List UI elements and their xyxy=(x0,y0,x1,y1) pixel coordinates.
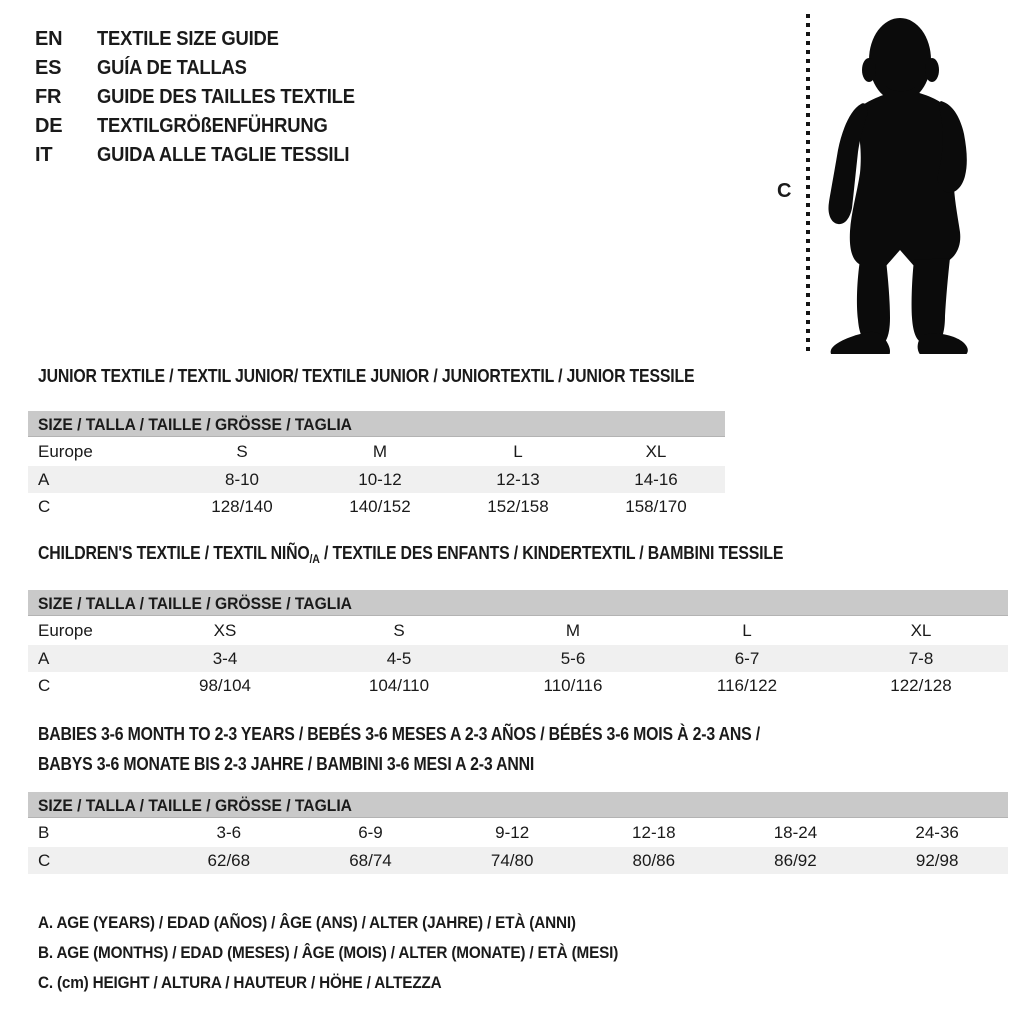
junior-size-table: SIZE / TALLA / TAILLE / GRÖSSE / TAGLIA … xyxy=(28,411,725,520)
lang-row-fr: FR GUIDE DES TAILLES TEXTILE xyxy=(35,83,377,112)
silhouette-torso xyxy=(849,86,961,266)
babies-table: B 3-6 6-9 9-12 12-18 18-24 24-36 C 62/68… xyxy=(28,818,1008,874)
children-size-table: SIZE / TALLA / TAILLE / GRÖSSE / TAGLIA … xyxy=(28,590,1008,699)
babies-section-title: BABIES 3-6 MONTH TO 2-3 YEARS / BEBÉS 3-… xyxy=(38,724,761,774)
silhouette-foot-right xyxy=(917,333,968,354)
junior-section-title: JUNIOR TEXTILE / TEXTIL JUNIOR/ TEXTILE … xyxy=(38,366,695,386)
measurement-legend: A. AGE (YEARS) / EDAD (AÑOS) / ÂGE (ANS)… xyxy=(38,908,683,998)
table-row: A 8-10 10-12 12-13 14-16 xyxy=(28,466,725,493)
silhouette-foot-left xyxy=(830,331,890,354)
lang-row-es: ES GUÍA DE TALLAS xyxy=(35,54,377,83)
size-header-bar: SIZE / TALLA / TAILLE / GRÖSSE / TAGLIA xyxy=(28,792,1008,818)
toddler-silhouette-icon xyxy=(828,18,968,354)
table-row: Europe S M L XL xyxy=(38,441,667,461)
lang-title: GUÍA DE TALLAS xyxy=(97,57,247,79)
lang-title: TEXTILE SIZE GUIDE xyxy=(97,28,279,50)
silhouette-leg-right xyxy=(911,258,950,343)
lang-title: TEXTILGRÖßENFÜHRUNG xyxy=(97,115,328,137)
table-row: B 3-6 6-9 9-12 12-18 18-24 24-36 xyxy=(38,822,959,842)
silhouette-arm-left xyxy=(828,103,868,225)
lang-title: GUIDE DES TAILLES TEXTILE xyxy=(97,86,355,108)
lang-code: ES xyxy=(35,57,62,79)
size-header-bar: SIZE / TALLA / TAILLE / GRÖSSE / TAGLIA xyxy=(28,411,725,437)
silhouette-ear-left xyxy=(862,58,876,82)
language-title-list: EN TEXTILE SIZE GUIDE ES GUÍA DE TALLAS … xyxy=(35,25,377,170)
lang-code: IT xyxy=(35,144,53,166)
junior-table: Europe S M L XL A 8-10 10-12 12-13 14-16… xyxy=(28,437,725,520)
height-measure-label: C xyxy=(777,180,792,202)
height-measure-dotted-line xyxy=(806,14,810,356)
silhouette-arm-right xyxy=(937,101,967,193)
table-row: A 3-4 4-5 5-6 6-7 7-8 xyxy=(28,645,1008,672)
lang-row-it: IT GUIDA ALLE TAGLIE TESSILI xyxy=(35,141,377,170)
lang-code: DE xyxy=(35,115,63,137)
lang-title: GUIDA ALLE TAGLIE TESSILI xyxy=(97,144,350,166)
babies-size-table: SIZE / TALLA / TAILLE / GRÖSSE / TAGLIA … xyxy=(28,792,1008,874)
silhouette-ear-right xyxy=(925,58,939,82)
table-row: C 98/104 104/110 110/116 116/122 122/128 xyxy=(38,675,952,695)
table-row: C 128/140 140/152 152/158 158/170 xyxy=(38,496,687,516)
lang-row-de: DE TEXTILGRÖßENFÜHRUNG xyxy=(35,112,377,141)
lang-code: FR xyxy=(35,86,62,108)
table-row: C 62/68 68/74 74/80 80/86 86/92 92/98 xyxy=(28,847,1008,874)
nino-a-subscript: /A xyxy=(309,552,320,566)
children-table: Europe XS S M L XL A 3-4 4-5 5-6 6-7 7-8… xyxy=(28,616,1008,699)
lang-row-en: EN TEXTILE SIZE GUIDE xyxy=(35,25,377,54)
table-row: Europe XS S M L XL xyxy=(38,620,932,640)
legend-line-b: B. AGE (MONTHS) / EDAD (MESES) / ÂGE (MO… xyxy=(38,943,619,962)
lang-code: EN xyxy=(35,28,63,50)
size-header-bar: SIZE / TALLA / TAILLE / GRÖSSE / TAGLIA xyxy=(28,590,1008,616)
silhouette-head xyxy=(869,18,931,102)
legend-line-a: A. AGE (YEARS) / EDAD (AÑOS) / ÂGE (ANS)… xyxy=(38,913,576,932)
silhouette-leg-left xyxy=(856,260,890,343)
legend-line-c: C. (cm) HEIGHT / ALTURA / HAUTEUR / HÖHE… xyxy=(38,973,442,992)
children-section-title: CHILDREN'S TEXTILE / TEXTIL NIÑO/A / TEX… xyxy=(38,543,784,566)
